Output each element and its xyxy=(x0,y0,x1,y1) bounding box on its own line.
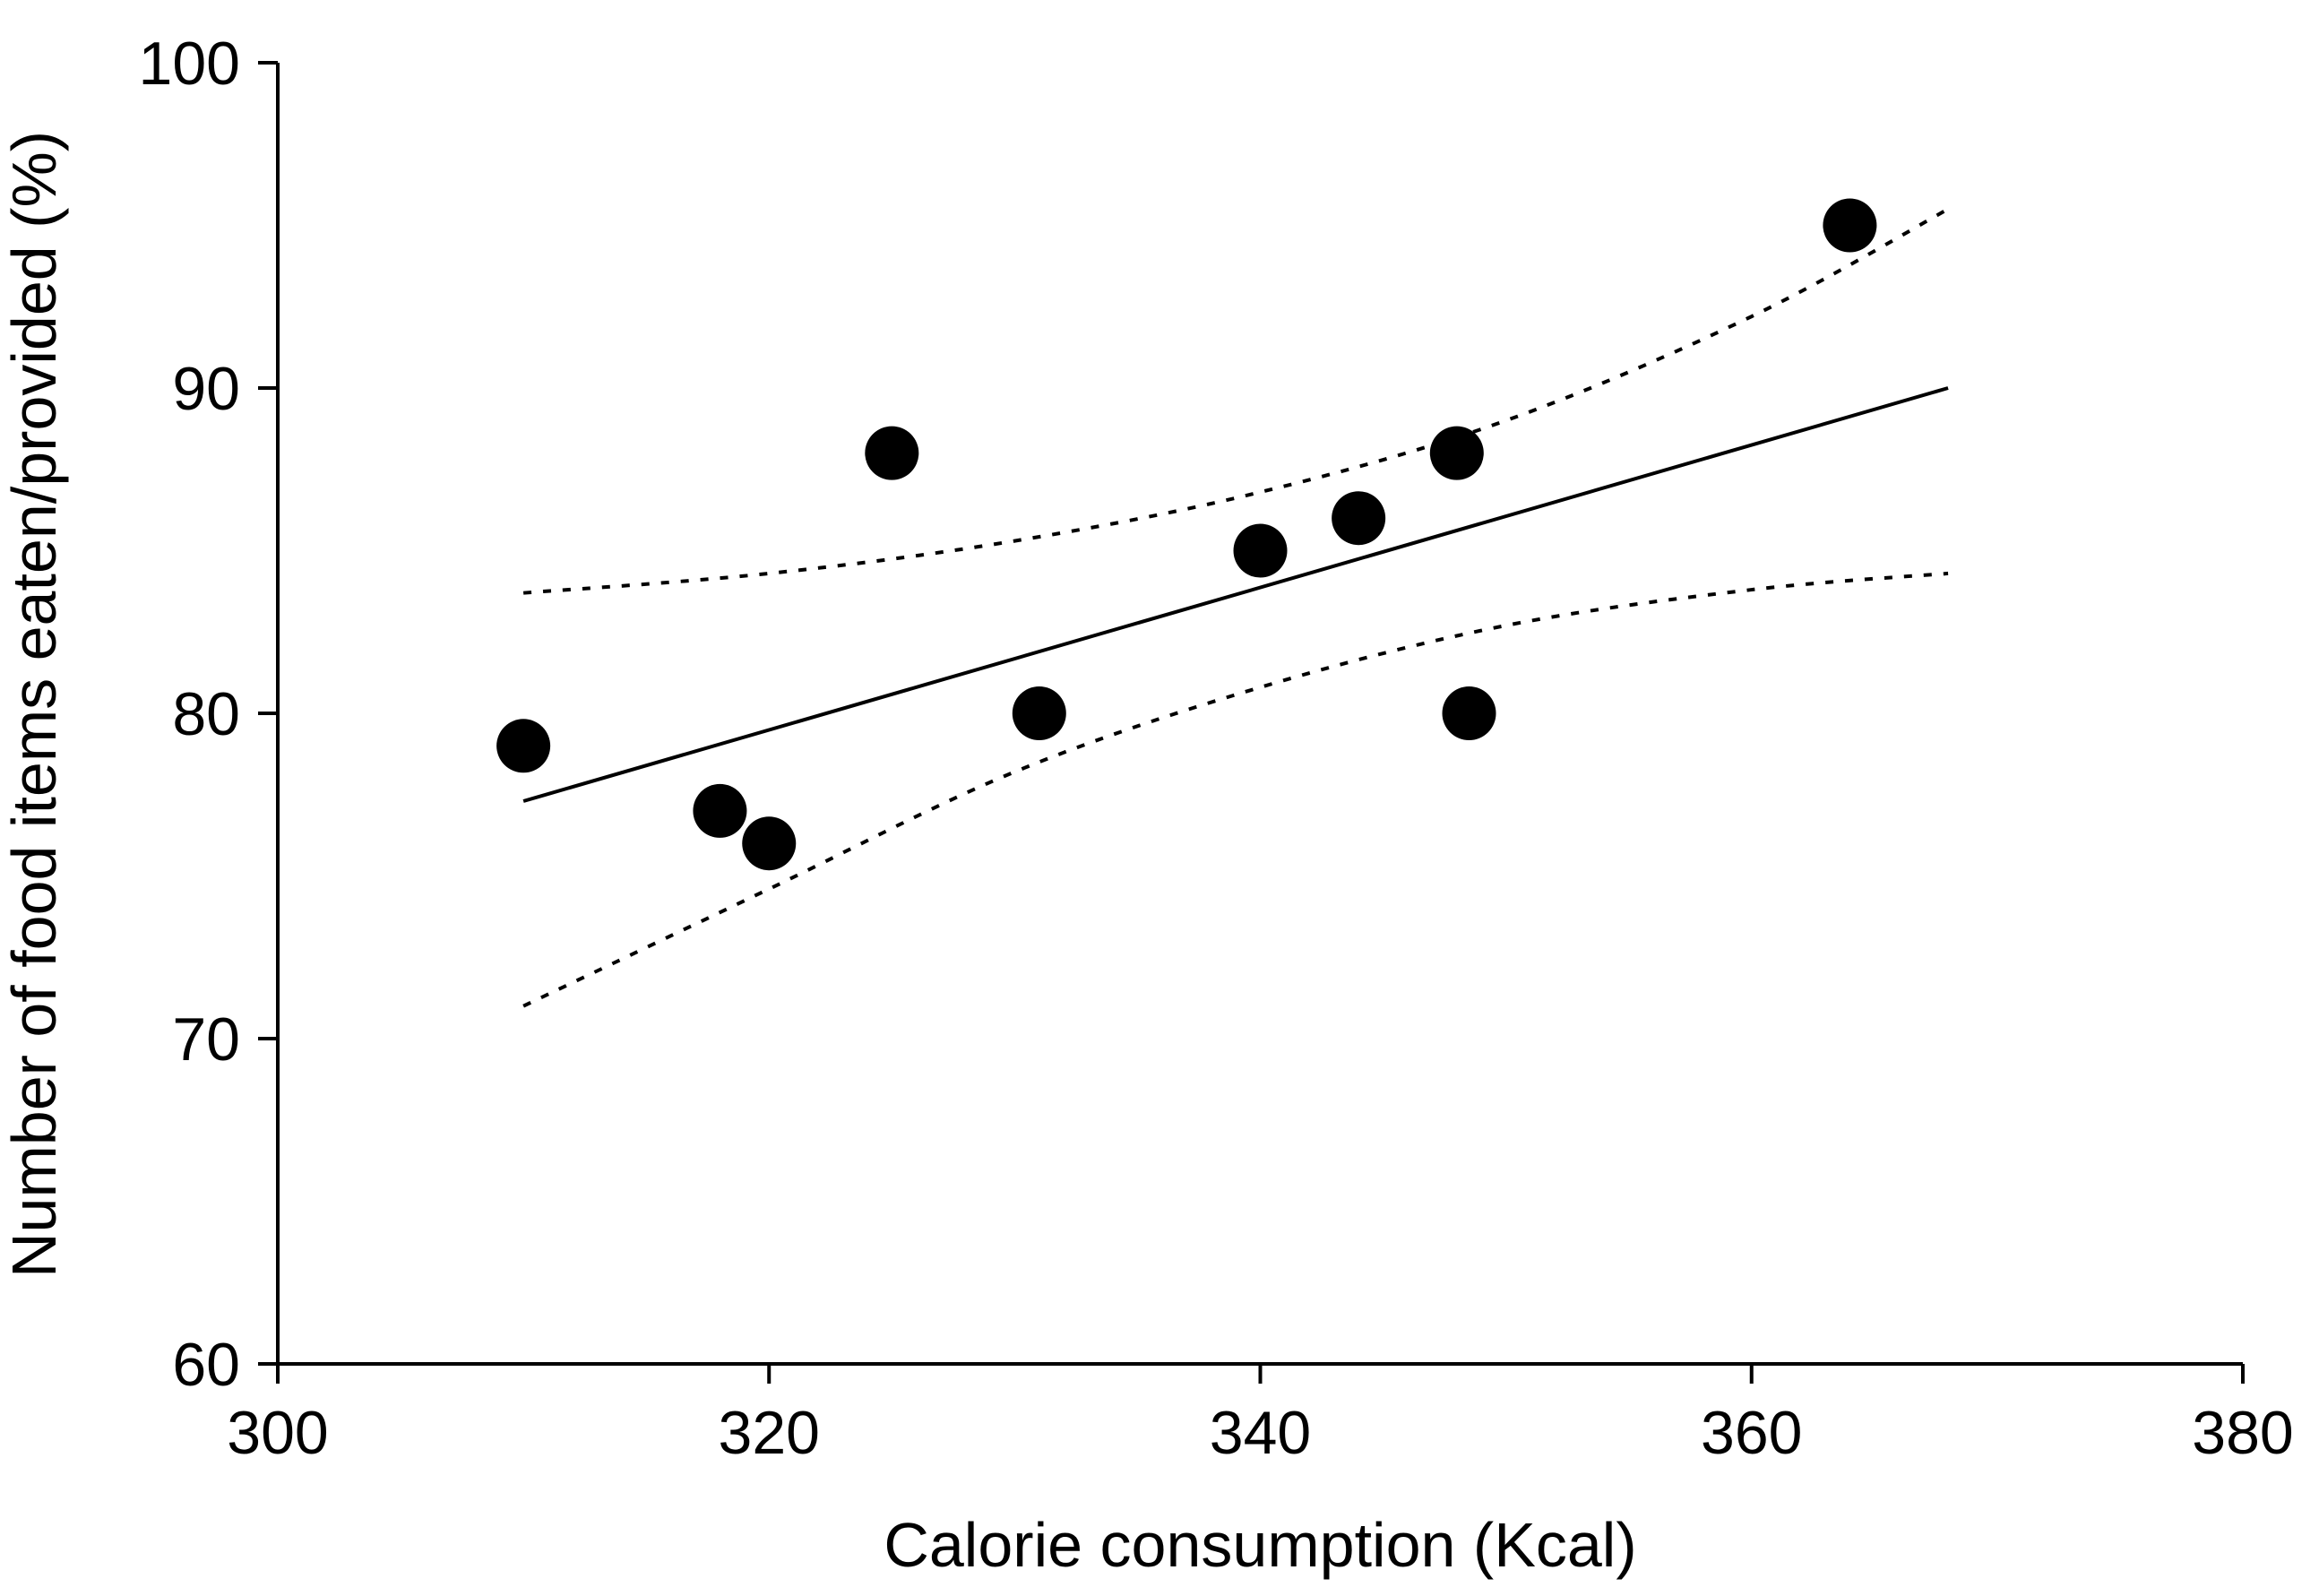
regression-lines xyxy=(522,207,1950,1008)
data-point xyxy=(1012,686,1066,740)
y-tick-label: 80 xyxy=(172,680,240,748)
regression-line xyxy=(522,386,1949,803)
data-point xyxy=(1429,426,1484,480)
x-axis-title: Calorie consumption (Kcal) xyxy=(884,1510,1636,1580)
x-tick-label: 320 xyxy=(719,1399,820,1467)
x-tick-label: 380 xyxy=(2192,1399,2293,1467)
data-point xyxy=(865,426,919,480)
data-points xyxy=(496,198,1877,871)
confidence-band-lower xyxy=(522,571,1949,1008)
y-tick-label: 60 xyxy=(172,1331,240,1399)
data-point xyxy=(1823,198,1877,253)
data-point xyxy=(1332,491,1386,546)
y-tick-label: 100 xyxy=(139,30,240,98)
y-tick-label: 70 xyxy=(172,1005,240,1074)
tick-labels: 300 320 340 360 380 60 70 80 90 100 xyxy=(139,30,2294,1467)
data-point xyxy=(496,719,551,773)
x-tick-label: 300 xyxy=(227,1399,328,1467)
axes xyxy=(276,63,2243,1366)
data-point xyxy=(1233,523,1288,578)
data-point xyxy=(1442,686,1496,740)
x-tick-label: 360 xyxy=(1701,1399,1802,1467)
y-tick-label: 90 xyxy=(172,355,240,423)
data-point xyxy=(742,816,797,871)
y-axis-title: Number of food items eaten/provided (%) xyxy=(0,131,69,1278)
ticks xyxy=(258,61,2245,1384)
confidence-band-upper xyxy=(522,207,1950,595)
data-point xyxy=(693,783,747,838)
x-tick-label: 340 xyxy=(1210,1399,1311,1467)
